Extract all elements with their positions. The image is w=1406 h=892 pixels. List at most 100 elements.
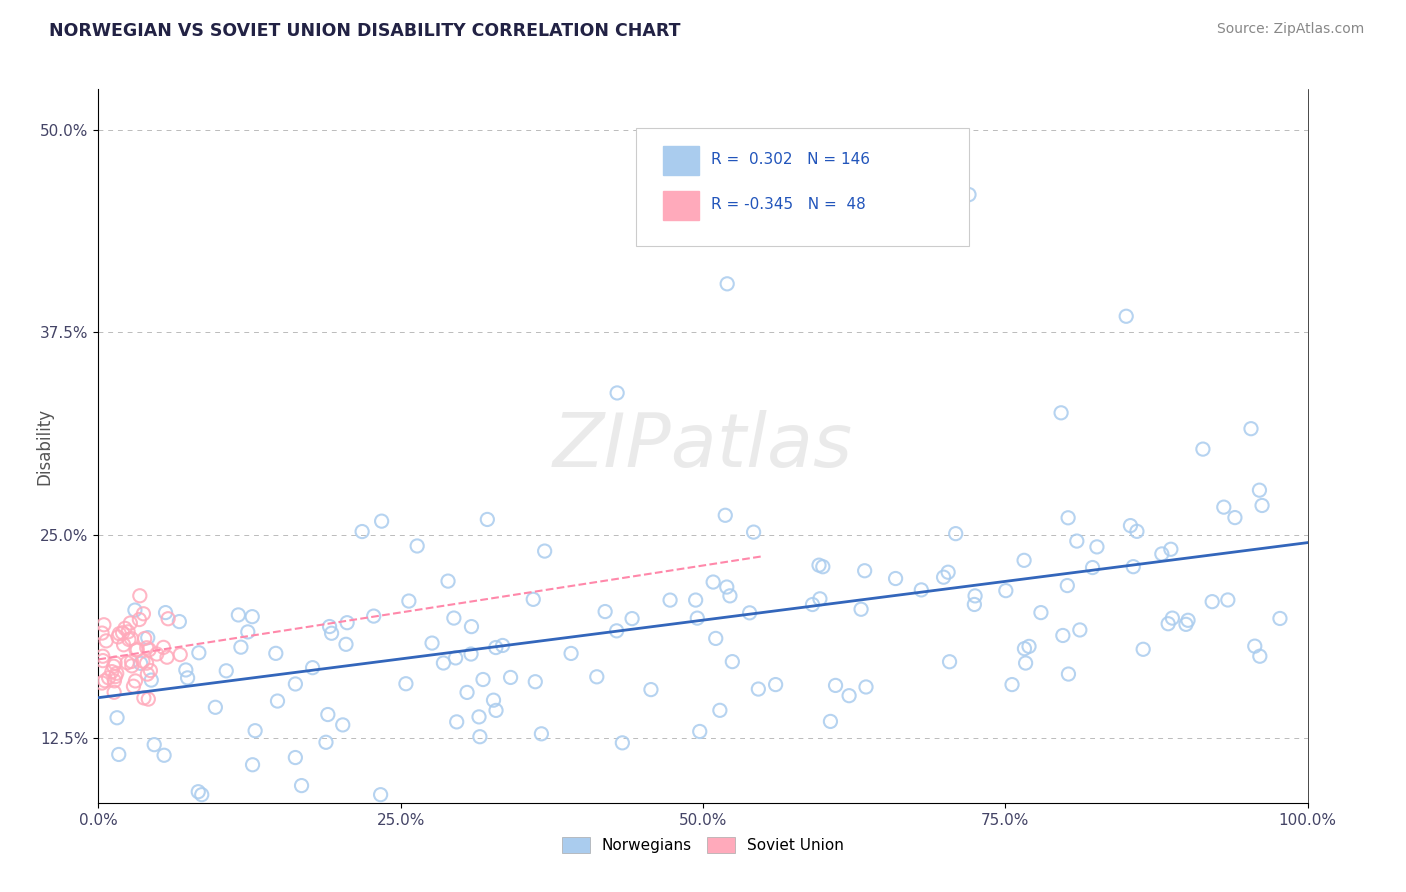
Point <box>398 594 420 608</box>
Point <box>482 693 505 707</box>
Point <box>91 649 114 664</box>
Point <box>187 646 209 660</box>
Point <box>1014 656 1036 670</box>
Point <box>141 673 163 687</box>
Point <box>284 677 307 691</box>
Point <box>714 508 737 523</box>
Point <box>290 779 312 793</box>
Point <box>136 631 159 645</box>
Point <box>808 558 831 573</box>
Point <box>716 580 738 594</box>
Point <box>157 612 180 626</box>
Point <box>108 626 131 640</box>
Point <box>204 700 226 714</box>
Point <box>1223 510 1246 524</box>
Point <box>107 747 129 762</box>
Point <box>838 689 860 703</box>
Point <box>315 735 337 749</box>
Point <box>243 723 266 738</box>
Point <box>336 615 359 630</box>
Point <box>1249 649 1271 664</box>
Point <box>93 617 115 632</box>
Point <box>747 681 769 696</box>
Point <box>1212 500 1234 515</box>
Bar <box>664 191 699 219</box>
Point <box>957 187 980 202</box>
Point <box>236 624 259 639</box>
Point <box>321 626 343 640</box>
Point <box>122 679 145 693</box>
Point <box>190 788 212 802</box>
Point <box>853 564 876 578</box>
Point <box>606 386 628 401</box>
Point <box>533 544 555 558</box>
Point <box>174 663 197 677</box>
Point <box>120 632 142 646</box>
Point <box>884 572 907 586</box>
Point <box>468 730 491 744</box>
Point <box>117 624 139 639</box>
Point <box>134 632 156 646</box>
Point <box>585 670 607 684</box>
Point <box>1216 593 1239 607</box>
Point <box>169 648 191 662</box>
Point <box>1174 617 1197 632</box>
Point <box>1057 667 1080 681</box>
Point <box>103 659 125 673</box>
Point <box>811 559 834 574</box>
Point <box>456 685 478 699</box>
Point <box>742 525 765 540</box>
Point <box>266 694 288 708</box>
Point <box>446 714 468 729</box>
Point <box>938 655 960 669</box>
Point <box>849 602 872 616</box>
Point <box>121 655 143 669</box>
Point <box>855 680 877 694</box>
Point <box>284 750 307 764</box>
Point <box>370 788 392 802</box>
Point <box>1057 510 1080 524</box>
Point <box>738 606 761 620</box>
Point <box>1177 613 1199 627</box>
Point <box>1201 595 1223 609</box>
Point <box>139 664 162 678</box>
Point <box>1056 578 1078 592</box>
Point <box>689 724 711 739</box>
Point <box>135 640 157 655</box>
Point <box>444 651 467 665</box>
Point <box>621 611 644 625</box>
Point <box>135 656 157 670</box>
Bar <box>664 146 699 175</box>
Point <box>103 685 125 699</box>
Point <box>118 632 141 647</box>
Point <box>1001 677 1024 691</box>
Point <box>704 632 727 646</box>
Point <box>1066 534 1088 549</box>
Point <box>96 633 118 648</box>
Point <box>229 640 252 655</box>
Point <box>101 665 124 679</box>
Point <box>128 589 150 603</box>
Point <box>1052 628 1074 642</box>
Point <box>1268 611 1291 625</box>
Point <box>1081 560 1104 574</box>
Point <box>127 642 149 657</box>
Point <box>146 647 169 661</box>
Text: Disability: Disability <box>35 408 53 484</box>
Point <box>1122 559 1144 574</box>
Point <box>932 570 955 584</box>
Point <box>443 611 465 625</box>
Point <box>560 647 582 661</box>
Point <box>437 574 460 588</box>
Point <box>1160 542 1182 557</box>
Point <box>228 607 250 622</box>
Point <box>91 654 114 668</box>
Point <box>124 673 146 688</box>
Point <box>824 678 846 692</box>
FancyBboxPatch shape <box>637 128 969 246</box>
Point <box>721 655 744 669</box>
Point <box>1069 623 1091 637</box>
Point <box>910 582 932 597</box>
Point <box>472 673 495 687</box>
Point <box>132 690 155 705</box>
